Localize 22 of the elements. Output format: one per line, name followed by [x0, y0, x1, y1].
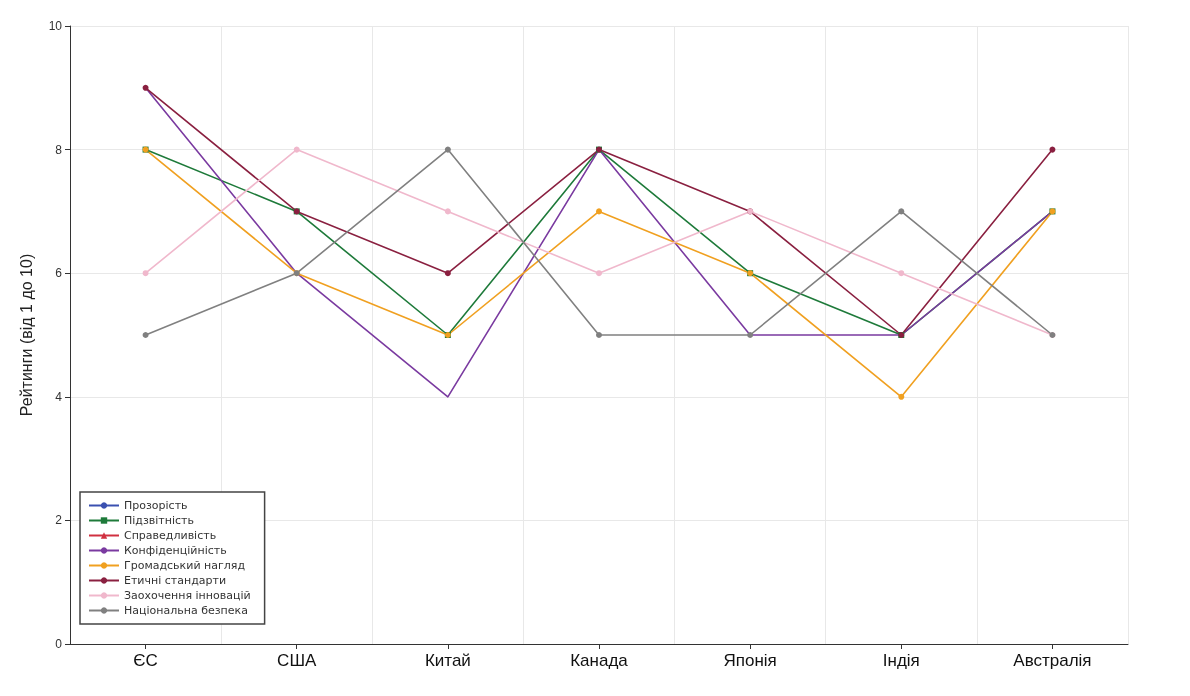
legend-label: Етичні стандарти — [124, 574, 227, 587]
x-tick-label: Канада — [570, 651, 629, 670]
legend-label: Конфіденційність — [124, 544, 227, 557]
y-tick-label: 4 — [55, 389, 63, 404]
y-tick-label: 6 — [55, 266, 63, 281]
legend-label: Національна безпека — [124, 604, 248, 617]
legend-label: Заохочення інновацій — [124, 589, 251, 602]
legend-label: Підзвітність — [124, 514, 194, 527]
legend-label: Громадський нагляд — [124, 559, 246, 572]
y-tick-label: 2 — [55, 513, 63, 528]
legend-label: Прозорість — [124, 499, 188, 512]
y-tick-label: 0 — [55, 637, 63, 651]
x-tick-label: Австралія — [1013, 651, 1092, 670]
x-tick-label: Китай — [424, 651, 471, 670]
x-tick-label: ЄС — [133, 651, 158, 670]
legend-label: Справедливість — [124, 529, 217, 542]
x-tick-label: Індія — [882, 651, 920, 670]
x-tick-label: США — [277, 651, 317, 670]
x-tick-label: Японія — [723, 651, 777, 670]
y-axis-title: Рейтинги (від 1 до 10) — [17, 253, 35, 417]
y-tick-label: 8 — [55, 142, 63, 157]
y-tick-label: 10 — [48, 19, 63, 33]
